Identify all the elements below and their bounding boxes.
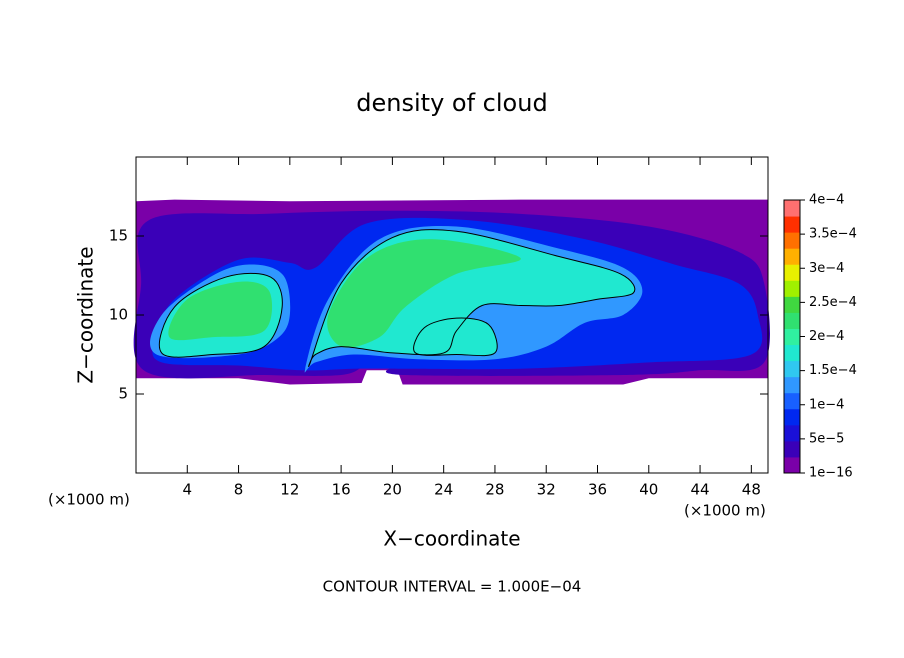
colorbar-swatch bbox=[784, 248, 800, 265]
contour-line bbox=[308, 229, 636, 368]
x-tick-label: 4 bbox=[183, 481, 193, 499]
colorbar-swatch bbox=[784, 328, 800, 346]
colorbar-swatch bbox=[784, 392, 800, 410]
colorbar-label: 1.5e−4 bbox=[809, 363, 857, 378]
colorbar-label: 1e−16 bbox=[809, 466, 853, 481]
colorbar-swatch bbox=[784, 232, 800, 249]
colorbar-swatch bbox=[784, 200, 800, 217]
x-axis-label: X−coordinate bbox=[383, 527, 520, 551]
unit-label: (×1000 m) bbox=[684, 502, 766, 520]
colorbar-swatch bbox=[784, 296, 800, 313]
axes: 4 8 12 16 20 24 28 32 36 40 44 48510151e−165e−51e−4… bbox=[109, 156, 857, 499]
y-tick-label: 5 bbox=[118, 385, 128, 403]
colorbar-swatch bbox=[784, 360, 800, 378]
x-tick-label: 20 bbox=[383, 481, 402, 499]
x-tick-label: 12 bbox=[280, 481, 299, 499]
colorbar-label: 4e−4 bbox=[809, 193, 844, 208]
x-tick-label: 28 bbox=[485, 481, 504, 499]
y-axis-label: Z−coordinate bbox=[74, 246, 98, 383]
field-region bbox=[327, 239, 521, 348]
field bbox=[133, 199, 771, 385]
x-tick-label: 48 bbox=[742, 481, 761, 499]
x-tick-label: 36 bbox=[588, 481, 607, 499]
colorbar-label: 1e−4 bbox=[809, 397, 844, 412]
colorbar-swatch bbox=[784, 408, 800, 426]
colorbar-label: 5e−5 bbox=[809, 431, 844, 446]
colorbar-label: 3e−4 bbox=[809, 261, 844, 276]
x-tick-label: 8 bbox=[234, 481, 244, 499]
x-tick-label: 16 bbox=[332, 481, 351, 499]
colorbar-label: 3.5e−4 bbox=[809, 227, 857, 242]
chart-title: density of cloud bbox=[356, 89, 547, 117]
colorbar-swatch bbox=[784, 376, 800, 394]
x-tick-label: 24 bbox=[434, 481, 453, 499]
contour-line bbox=[413, 317, 498, 357]
x-tick-label: 32 bbox=[537, 481, 556, 499]
contour-note: CONTOUR INTERVAL = 1.000E−04 bbox=[323, 578, 582, 596]
colorbar-label: 2.5e−4 bbox=[809, 295, 857, 310]
contour-line bbox=[158, 272, 283, 358]
unit-label: (×1000 m) bbox=[48, 491, 130, 509]
y-tick-label: 10 bbox=[109, 306, 128, 324]
colorbar-swatch bbox=[784, 440, 800, 458]
colorbar-swatch bbox=[784, 280, 800, 297]
colorbar-swatch bbox=[784, 344, 800, 362]
colorbar-swatch bbox=[784, 312, 800, 329]
colorbar-swatch bbox=[784, 424, 800, 442]
y-tick-label: 15 bbox=[109, 227, 128, 245]
colorbar-swatch bbox=[784, 264, 800, 281]
colorbar-label: 2e−4 bbox=[809, 329, 844, 344]
x-tick-label: 44 bbox=[691, 481, 710, 499]
field-region bbox=[168, 281, 273, 341]
colorbar-swatch bbox=[784, 456, 800, 474]
field-region bbox=[413, 318, 498, 356]
colorbar-swatch bbox=[784, 216, 800, 233]
x-tick-label: 40 bbox=[639, 481, 658, 499]
